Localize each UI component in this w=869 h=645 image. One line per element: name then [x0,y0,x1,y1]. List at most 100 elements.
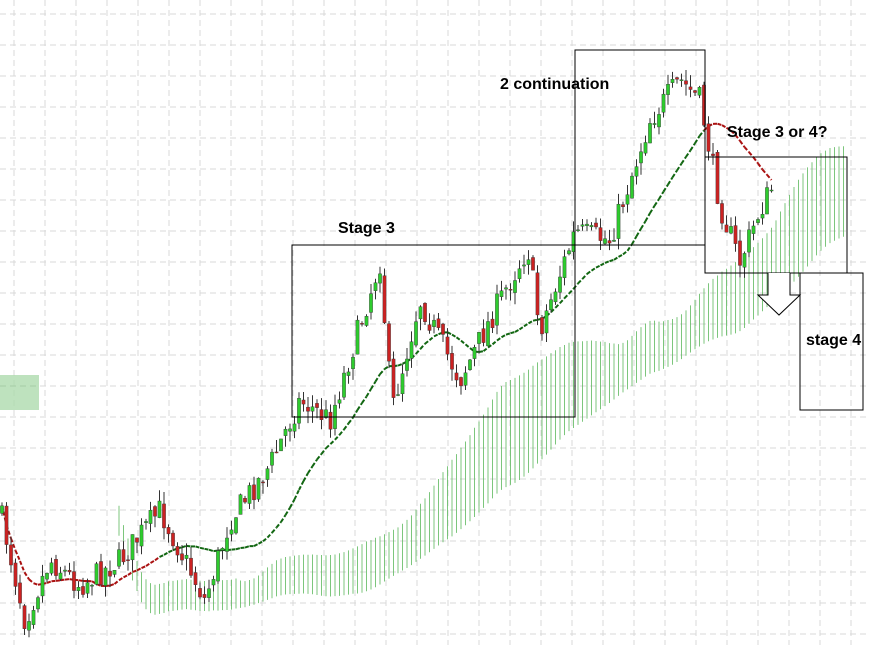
ma-seg [649,205,656,214]
candle-body [603,238,607,244]
candle-body [243,498,247,503]
ma-seg [113,579,120,585]
ma-seg [460,339,467,346]
ma-seg [293,489,300,500]
ma-seg [600,262,606,267]
candle-body [477,332,481,344]
candle-body [720,203,724,224]
candle-body [81,586,85,595]
ma-seg [717,122,723,127]
ma-seg [415,348,422,355]
candle-body [544,310,549,334]
ma-seg [464,343,471,349]
continuation-box [574,49,706,246]
candle-body [324,409,328,418]
ma-seg [631,235,638,245]
ma-seg [685,149,692,158]
candle-body [724,224,729,233]
candle-body [49,562,54,574]
candle-body [616,203,621,239]
ma-seg [505,332,511,336]
candle-body [414,321,418,346]
candle-body [508,289,513,291]
candle-body [481,328,486,343]
candle-body [715,152,720,204]
ma-seg [451,333,458,339]
ma-seg [667,176,674,186]
candle-body [229,529,234,535]
candle-body [405,358,409,371]
ma-seg [302,472,309,482]
candle-body [121,549,126,563]
ma-seg [501,333,507,339]
candle-body [765,187,769,215]
candle-body [661,93,666,113]
candle-body [679,79,684,81]
ma-seg [208,548,214,553]
ma-seg [374,373,381,383]
candle-body [360,323,364,325]
ma-seg [676,163,683,172]
candle-body [283,428,288,436]
ma-seg [424,339,431,345]
candle-body [180,553,184,561]
candle-body [553,291,558,303]
candle-body [594,222,598,228]
candle-body [711,153,715,156]
ma-seg [325,443,332,449]
candle-body [184,554,189,559]
candle-body [621,204,625,208]
ma-seg [609,258,615,263]
candle-body [63,569,67,572]
candle-body [297,398,301,424]
candle-body [198,588,202,598]
ma-seg [581,273,588,280]
candle-body [522,264,526,267]
candle-body [639,151,643,164]
candle-body [625,194,630,205]
candle-body [301,399,306,405]
ma-seg [739,140,746,148]
ma-seg [159,554,165,558]
ma-seg [145,562,152,567]
ma-seg [510,330,516,335]
ma-seg [482,346,489,352]
candle-body [126,559,130,561]
candle-body [234,517,238,534]
ma-seg [527,319,534,325]
ma-seg [118,576,125,582]
candle-body [706,123,711,152]
candle-body [112,570,117,575]
ma-seg [662,184,669,193]
candle-body [432,319,436,327]
candle-body [652,123,657,125]
candle-body [108,570,112,577]
candle-body [576,229,580,232]
ma-seg [721,124,728,129]
candle-body [472,347,477,359]
candle-body [391,358,396,398]
ma-seg [19,560,26,573]
ma-seg [109,583,115,587]
ma-seg [455,336,462,342]
ma-seg [23,571,30,580]
candle-body [531,257,535,271]
candle-body [630,175,634,199]
ma-seg [748,151,755,159]
ma-seg [559,297,566,304]
candle-body [445,336,450,355]
candle-body [76,587,81,591]
ma-seg [658,191,665,200]
candle-body [558,276,562,293]
candle-body [634,166,639,177]
candle-body [220,547,225,551]
ma-seg [271,526,278,534]
ma-seg [743,146,750,153]
candle-body [697,87,702,96]
ma-seg [204,547,210,551]
ma-seg [320,447,327,455]
candle-body [225,537,229,552]
candles [0,69,774,638]
ma-seg [195,545,201,549]
ma-seg [168,549,174,554]
